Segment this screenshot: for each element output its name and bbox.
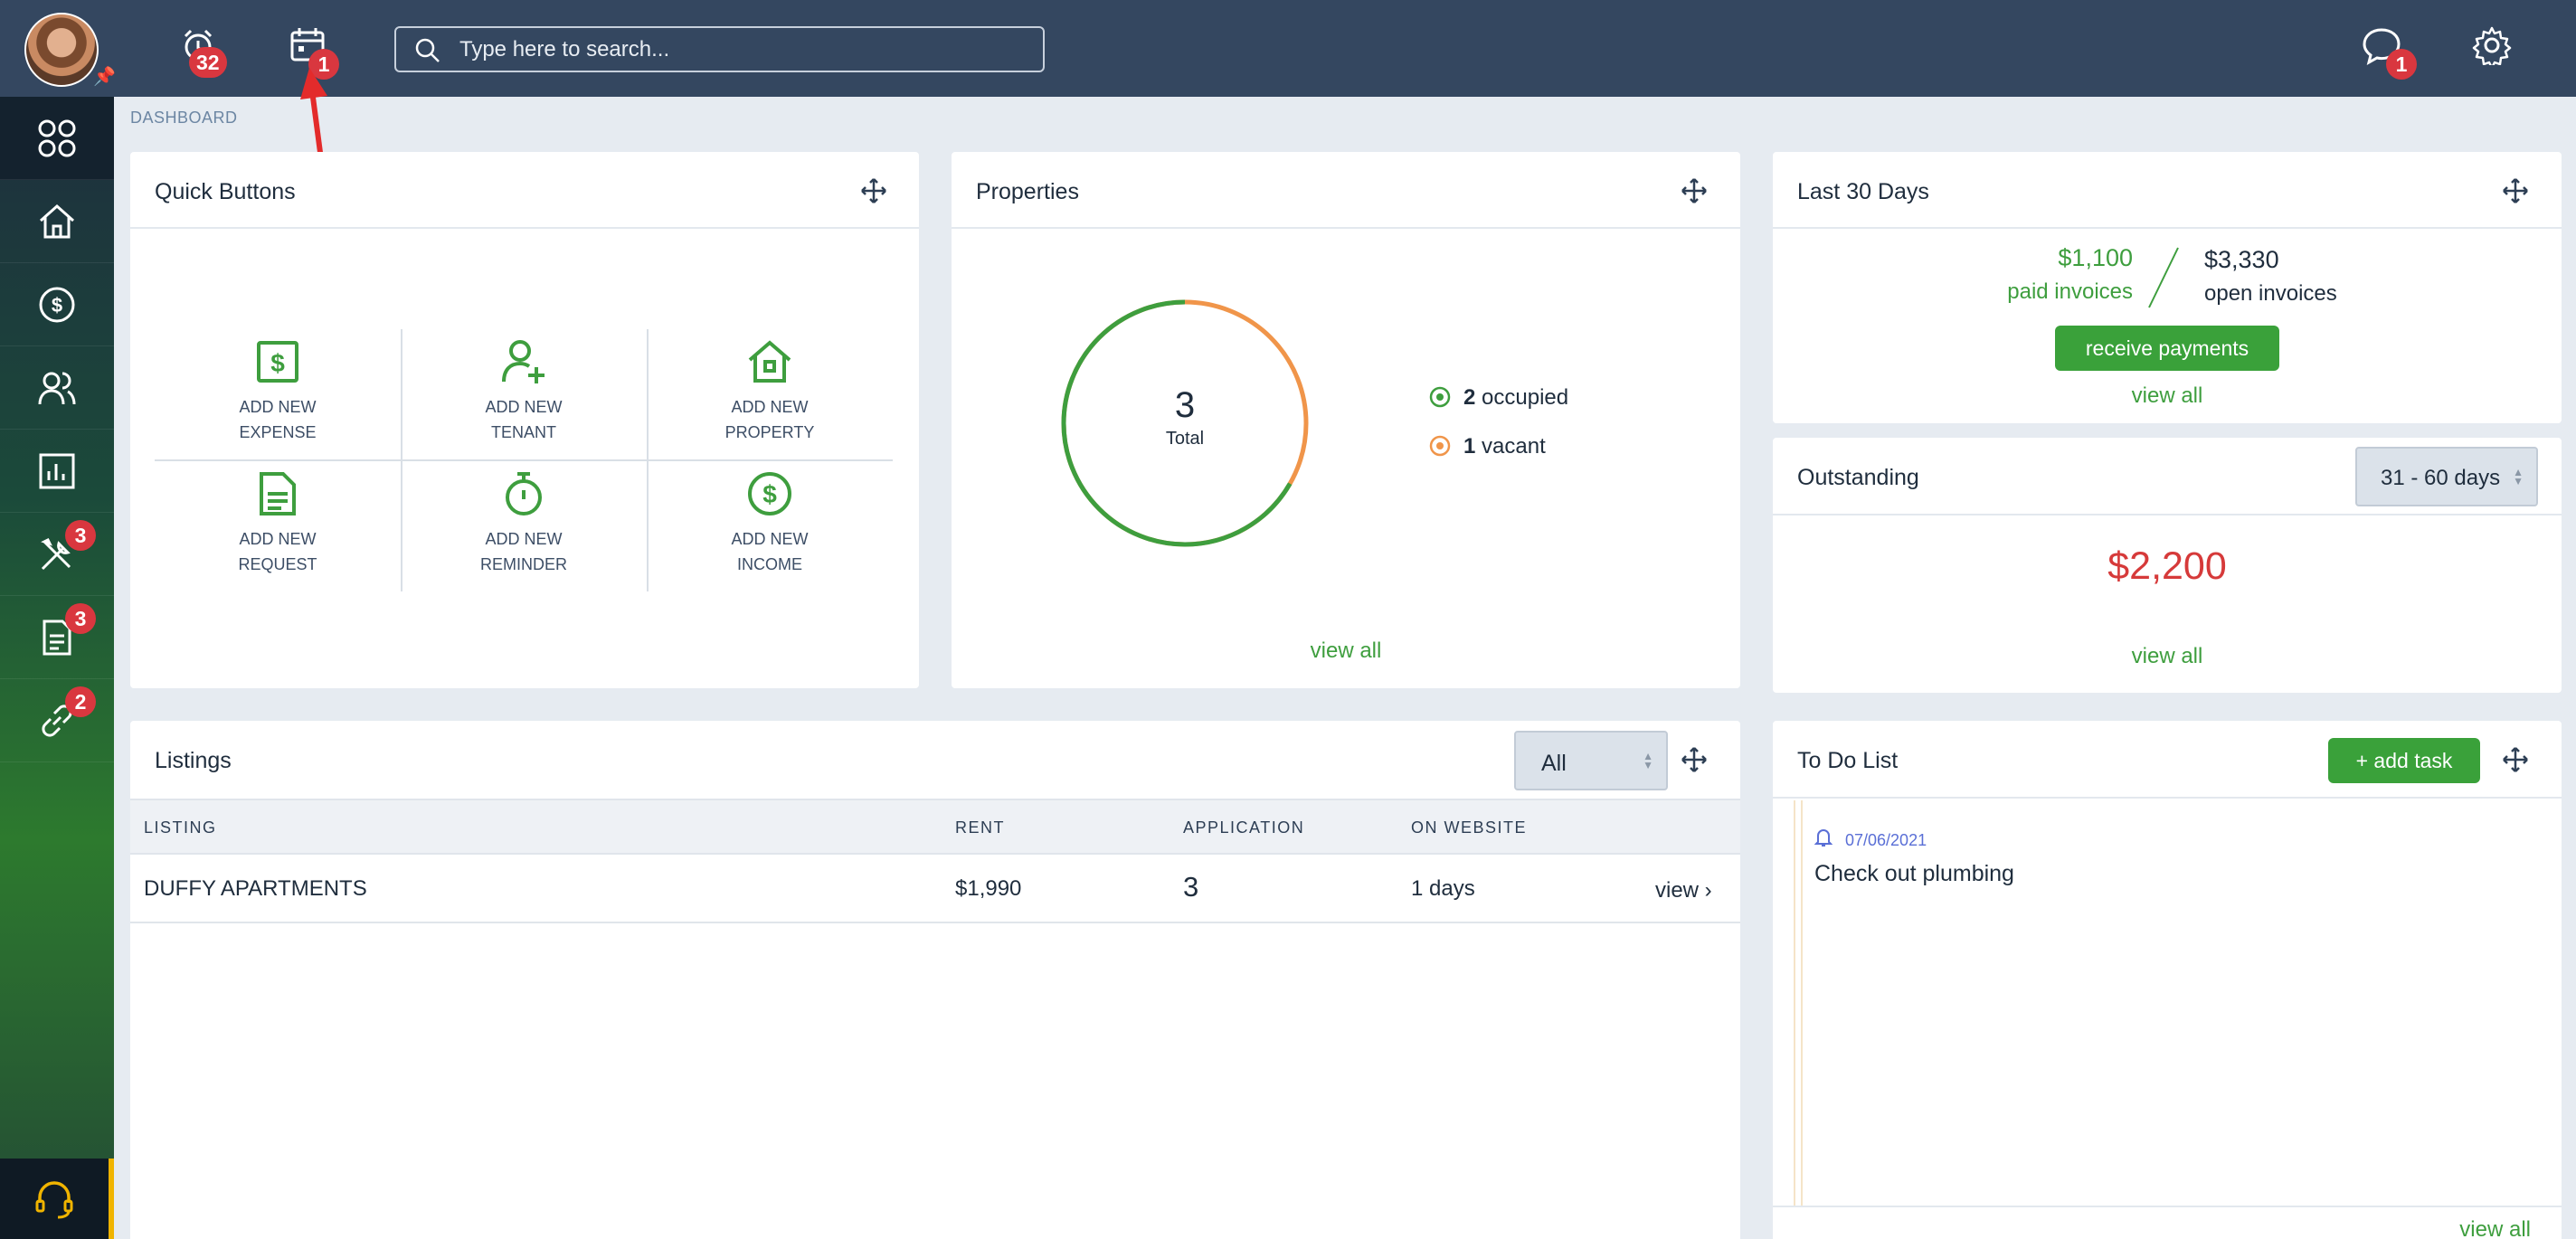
move-icon[interactable]	[2502, 177, 2529, 204]
receive-payments-button[interactable]: receive payments	[2055, 326, 2279, 371]
grid-icon	[38, 119, 76, 156]
sidebar-item-maintenance[interactable]: 3	[0, 513, 114, 596]
sidebar: $ 3 3 2	[0, 97, 114, 1239]
vacant-legend: 1 vacant	[1429, 434, 1546, 459]
settings-button[interactable]	[2470, 24, 2521, 74]
properties-card: Properties 3 Total 2 occupied 1 vacant v…	[952, 152, 1740, 688]
move-icon[interactable]	[2502, 746, 2529, 773]
move-icon[interactable]	[860, 177, 887, 204]
card-title: Last 30 Days	[1797, 179, 1929, 204]
search-box[interactable]	[394, 26, 1045, 72]
sidebar-item-dashboard[interactable]	[0, 97, 114, 180]
document-icon	[260, 472, 296, 515]
dollar-doc-icon: $	[257, 341, 298, 383]
links-badge: 2	[65, 686, 96, 717]
todo-card: To Do List + add task 07/06/2021 Check o…	[1773, 721, 2562, 1239]
sidebar-item-home[interactable]	[0, 180, 114, 263]
todo-view-all-link[interactable]: view all	[2459, 1217, 2531, 1239]
move-icon[interactable]	[1681, 746, 1708, 773]
search-input[interactable]	[459, 28, 1020, 71]
properties-view-all-link[interactable]: view all	[1310, 638, 1382, 663]
bar-chart-icon	[39, 453, 75, 488]
select-arrows-icon: ▲ ▼	[1643, 750, 1653, 771]
add-new-tenant-button[interactable]: ADD NEW TENANT	[401, 329, 647, 460]
total-value: 3	[1174, 385, 1196, 425]
svg-text:$: $	[270, 349, 285, 377]
add-task-button[interactable]: + add task	[2328, 738, 2480, 783]
add-new-income-button[interactable]: $ ADD NEW INCOME	[647, 461, 893, 592]
gear-icon	[2472, 26, 2512, 65]
occupied-dot-icon	[1429, 386, 1451, 408]
outstanding-view-all-link[interactable]: view all	[2131, 644, 2203, 668]
messages-button[interactable]: 1	[2361, 24, 2417, 80]
alerts-button[interactable]: 32	[176, 24, 227, 78]
occupancy-donut	[1061, 299, 1309, 547]
task-text: Check out plumbing	[1814, 861, 2014, 886]
sidebar-item-reports[interactable]	[0, 430, 114, 513]
card-title: Properties	[976, 179, 1079, 204]
support-button[interactable]	[0, 1159, 114, 1239]
headset-icon	[35, 1180, 73, 1218]
house-icon	[748, 340, 791, 383]
card-title: Listings	[155, 748, 232, 773]
pin-icon: 📌	[93, 67, 116, 87]
list-item[interactable]: 07/06/2021 Check out plumbing	[1814, 828, 2014, 887]
last30-view-all-link[interactable]: view all	[2131, 383, 2203, 408]
vacant-dot-icon	[1429, 435, 1451, 457]
add-new-property-button[interactable]: ADD NEW PROPERTY	[647, 329, 893, 460]
messages-badge: 1	[2386, 49, 2417, 80]
task-date: 07/06/2021	[1845, 831, 1927, 849]
tools-icon	[41, 537, 71, 570]
sidebar-item-accounting[interactable]: $	[0, 263, 114, 346]
donut-occupied-arc	[1061, 299, 1309, 547]
add-new-request-button[interactable]: ADD NEW REQUEST	[155, 461, 401, 592]
select-arrows-icon: ▲ ▼	[2513, 466, 2524, 487]
card-title: To Do List	[1797, 748, 1899, 773]
svg-text:$: $	[52, 294, 62, 317]
open-invoices: $3,330 open invoices	[2204, 246, 2337, 306]
bell-icon	[1814, 829, 1833, 846]
outstanding-amount: $2,200	[2107, 544, 2227, 588]
total-label: Total	[1165, 429, 1205, 449]
chat-bubble-icon	[2363, 28, 2401, 65]
maintenance-badge: 3	[65, 520, 96, 551]
breadcrumb: DASHBOARD	[130, 109, 238, 127]
user-avatar[interactable]	[24, 13, 99, 87]
sidebar-item-documents[interactable]: 3	[0, 596, 114, 679]
occupied-legend: 2 occupied	[1429, 385, 1568, 411]
listings-card: Listings All ▲ ▼ LISTING RENT APPLICATION…	[130, 721, 1740, 1239]
quick-buttons-card: Quick Buttons $ ADD NEW EXPENSE ADD NEW …	[130, 152, 919, 688]
table-row[interactable]: DUFFY APARTMENTS $1,990 3 1 days view ›	[130, 855, 1740, 923]
svg-text:$: $	[762, 480, 777, 508]
people-icon	[38, 372, 76, 404]
calendar-icon	[290, 28, 325, 61]
quick-buttons-grid: $ ADD NEW EXPENSE ADD NEW TENANT ADD NEW…	[155, 329, 893, 591]
move-icon[interactable]	[1681, 177, 1708, 204]
add-new-expense-button[interactable]: $ ADD NEW EXPENSE	[155, 329, 401, 460]
alerts-badge: 32	[189, 47, 227, 78]
outstanding-range-select[interactable]: 31 - 60 days ▲ ▼	[2355, 447, 2538, 506]
user-plus-icon	[502, 340, 545, 383]
paid-invoices: $1,100 paid invoices	[2007, 244, 2133, 304]
outstanding-card: Outstanding 31 - 60 days ▲ ▼ $2,200 view …	[1773, 438, 2562, 693]
search-icon	[415, 38, 440, 62]
divider-slash	[2148, 247, 2179, 308]
top-bar: 📌 32 1 1	[0, 0, 2576, 97]
documents-badge: 3	[65, 603, 96, 634]
stopwatch-icon	[506, 472, 542, 515]
dollar-circle-icon: $	[748, 472, 791, 515]
sidebar-item-links[interactable]: 2	[0, 679, 114, 762]
view-listing-link[interactable]: view ›	[1655, 878, 1712, 903]
dollar-circle-icon: $	[39, 287, 75, 322]
card-title: Quick Buttons	[155, 179, 296, 204]
sidebar-item-people[interactable]	[0, 346, 114, 430]
listings-filter-select[interactable]: All ▲ ▼	[1514, 731, 1668, 790]
document-icon	[43, 620, 71, 655]
home-icon	[40, 203, 74, 238]
table-header: LISTING RENT APPLICATION ON WEBSITE	[130, 799, 1740, 855]
last-30-days-card: Last 30 Days $1,100 paid invoices $3,330…	[1773, 152, 2562, 423]
card-title: Outstanding	[1797, 465, 1919, 490]
add-new-reminder-button[interactable]: ADD NEW REMINDER	[401, 461, 647, 592]
